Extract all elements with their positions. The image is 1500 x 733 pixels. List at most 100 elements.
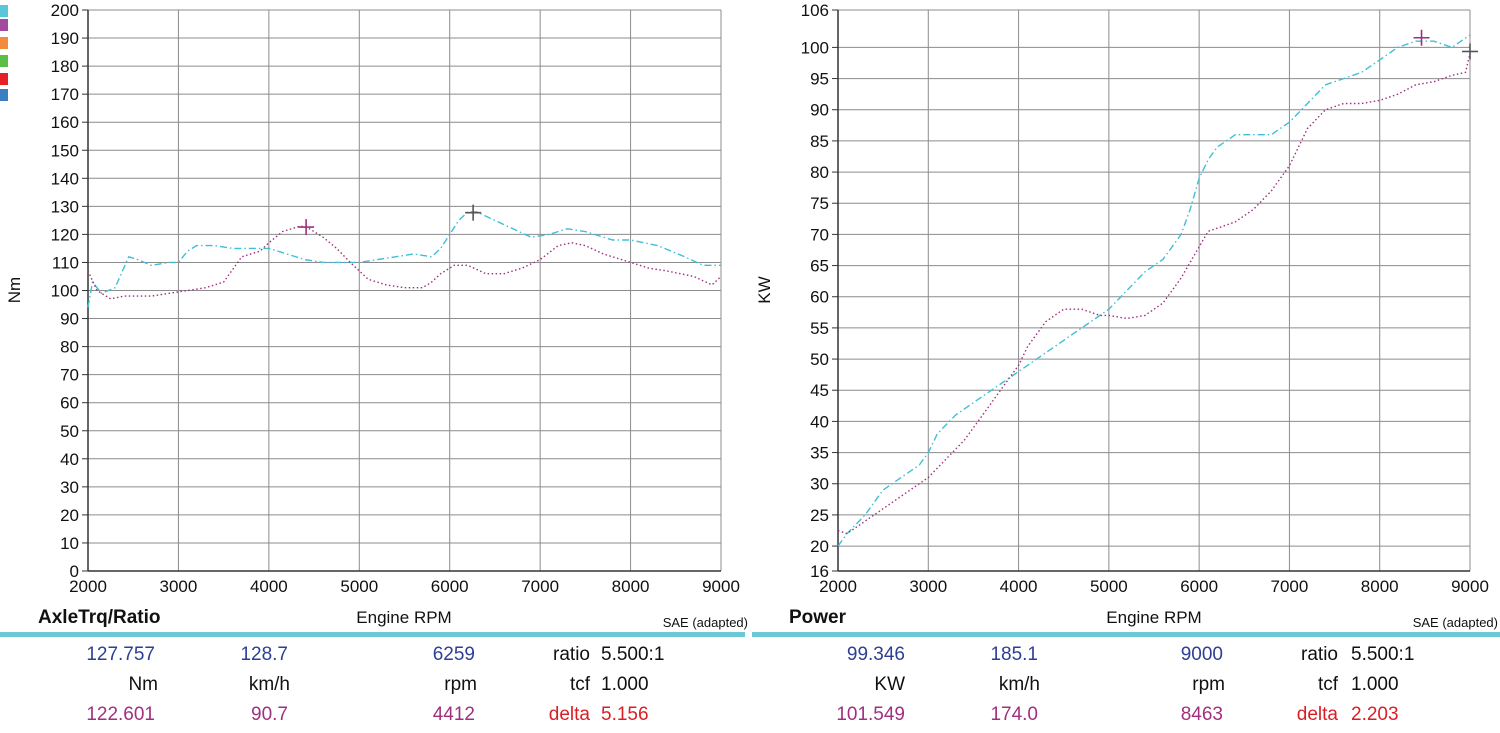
ratio-value: 5.500:1 <box>1351 644 1415 665</box>
legend-swatch <box>0 37 8 49</box>
legend-swatch <box>0 55 8 67</box>
y-tick-label: 20 <box>60 506 79 525</box>
y-tick-label: 80 <box>810 163 829 182</box>
readout-value: 128.7 <box>240 644 288 665</box>
y-tick-label: 80 <box>60 338 79 357</box>
readout-value: 127.757 <box>86 644 155 665</box>
ratio-label: ratio <box>1301 644 1338 665</box>
delta-label: delta <box>548 704 590 725</box>
y-tick-label: 10 <box>60 534 79 553</box>
chart-note: SAE (adapted) <box>663 615 748 630</box>
x-tick-label: 2000 <box>819 577 857 596</box>
x-tick-label: 3000 <box>160 577 198 596</box>
y-tick-label: 106 <box>801 1 829 20</box>
y-tick-label: 16 <box>810 562 829 581</box>
legend-swatch <box>0 89 8 101</box>
y-tick-label: 190 <box>51 29 79 48</box>
readout-value: 122.601 <box>86 704 155 725</box>
x-tick-label: 2000 <box>69 577 107 596</box>
y-tick-label: 25 <box>810 506 829 525</box>
delta-value: 5.156 <box>601 704 649 725</box>
series-line <box>837 34 1471 547</box>
y-tick-label: 200 <box>51 1 79 20</box>
x-tick-label: 6000 <box>1180 577 1218 596</box>
x-axis-title: Engine RPM <box>356 608 451 627</box>
y-tick-label: 140 <box>51 169 79 188</box>
y-tick-label: 55 <box>810 319 829 338</box>
dyno-charts: 2000 3000 4000 5000 6000 7000 8000 9000 0 10 20 30 4… <box>5 1 1498 630</box>
x-tick-label: 9000 <box>1451 577 1489 596</box>
y-axis-title: Nm <box>5 277 24 303</box>
x-tick-label: 9000 <box>702 577 740 596</box>
y-tick-label: 100 <box>801 38 829 57</box>
y-axis-title: KW <box>755 276 774 303</box>
y-tick-label: 35 <box>810 444 829 463</box>
y-tick-label: 40 <box>810 412 829 431</box>
y-tick-label: 160 <box>51 113 79 132</box>
readout-value: 90.7 <box>251 704 288 725</box>
ratio-label: ratio <box>553 644 590 665</box>
ratio-value: 5.500:1 <box>601 644 665 665</box>
chart-title: Power <box>789 607 847 628</box>
readout-value: 9000 <box>1180 644 1223 665</box>
y-tick-label: 150 <box>51 141 79 160</box>
unit-label: km/h <box>248 674 290 695</box>
y-tick-label: 30 <box>810 475 829 494</box>
y-tick-label: 50 <box>60 422 79 441</box>
y-tick-label: 40 <box>60 450 79 469</box>
y-tick-label: 60 <box>60 394 79 413</box>
tcf-value: 1.000 <box>1351 674 1399 695</box>
x-tick-label: 8000 <box>612 577 650 596</box>
y-tick-label: 65 <box>810 257 829 276</box>
legend-swatch <box>0 19 8 31</box>
x-tick-label: 4000 <box>250 577 288 596</box>
y-tick-label: 0 <box>70 562 79 581</box>
y-tick-label: 120 <box>51 225 79 244</box>
y-tick-label: 30 <box>60 478 79 497</box>
delta-label: delta <box>1296 704 1338 725</box>
readout-value: 174.0 <box>990 704 1038 725</box>
unit-label: rpm <box>1192 674 1225 695</box>
unit-label: rpm <box>444 674 477 695</box>
readout-value: 101.549 <box>836 704 905 725</box>
x-tick-label: 8000 <box>1361 577 1399 596</box>
y-tick-label: 20 <box>810 537 829 556</box>
y-tick-label: 100 <box>51 282 79 301</box>
y-tick-label: 50 <box>810 350 829 369</box>
y-tick-label: 70 <box>810 225 829 244</box>
tcf-label: tcf <box>569 674 590 695</box>
y-tick-label: 45 <box>810 381 829 400</box>
x-tick-label: 4000 <box>1000 577 1038 596</box>
y-tick-label: 60 <box>810 288 829 307</box>
series-line <box>87 211 721 308</box>
unit-label: km/h <box>998 674 1040 695</box>
readout-value: 4412 <box>432 704 475 725</box>
x-tick-label: 7000 <box>521 577 559 596</box>
chart-title: AxleTrq/Ratio <box>38 607 160 628</box>
y-tick-label: 110 <box>52 253 79 272</box>
x-tick-label: 5000 <box>340 577 378 596</box>
legend-swatch <box>0 73 8 85</box>
x-tick-label: 7000 <box>1271 577 1309 596</box>
unit-label: KW <box>874 674 905 695</box>
x-axis-title: Engine RPM <box>1106 608 1201 627</box>
y-tick-label: 75 <box>810 194 829 213</box>
y-tick-label: 90 <box>60 310 79 329</box>
tcf-label: tcf <box>1317 674 1338 695</box>
readout-value: 99.346 <box>846 644 905 665</box>
readout-value: 8463 <box>1180 704 1223 725</box>
unit-label: Nm <box>128 674 158 695</box>
y-tick-label: 90 <box>810 101 829 120</box>
y-tick-label: 85 <box>810 132 829 151</box>
y-tick-label: 170 <box>51 85 79 104</box>
y-tick-label: 70 <box>60 366 79 385</box>
y-tick-label: 95 <box>810 70 829 89</box>
x-tick-label: 3000 <box>909 577 947 596</box>
delta-value: 2.203 <box>1351 704 1399 725</box>
chart-torque: 2000 3000 4000 5000 6000 7000 8000 9000 0 10 20 30 4… <box>5 1 748 630</box>
x-tick-label: 6000 <box>431 577 469 596</box>
tcf-value: 1.000 <box>601 674 649 695</box>
readout-value: 185.1 <box>990 644 1038 665</box>
series-line <box>837 53 1471 535</box>
x-tick-label: 5000 <box>1090 577 1128 596</box>
